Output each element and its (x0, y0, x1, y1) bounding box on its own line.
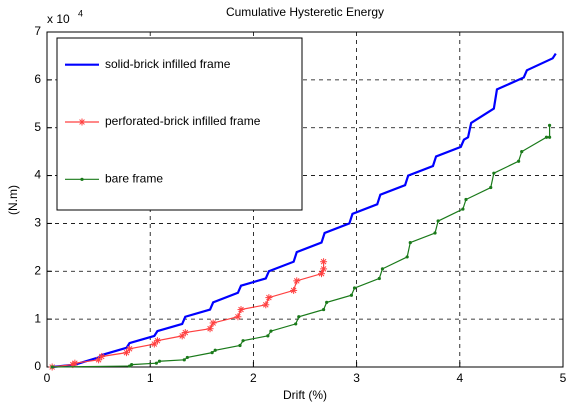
marker (153, 337, 161, 345)
x-tick-label: 1 (147, 371, 154, 385)
marker-stroke (154, 337, 161, 344)
marker (489, 185, 493, 190)
marker-stroke (293, 278, 300, 284)
marker (209, 319, 217, 327)
x-tick-label: 3 (353, 371, 360, 385)
marker (78, 118, 86, 126)
marker-stroke (182, 329, 189, 336)
marker (182, 358, 186, 362)
y-axis-label: (N.m) (6, 185, 20, 215)
data-line (52, 52, 557, 369)
y-tick-label: 4 (34, 168, 41, 182)
marker-stroke (238, 306, 244, 313)
x-axis-label: Drift (%) (283, 388, 327, 402)
marker-stroke (262, 301, 269, 308)
x-tick-label: 4 (456, 371, 463, 385)
marker-stroke (79, 119, 85, 125)
marker-stroke (72, 360, 78, 366)
marker (352, 286, 357, 290)
legend-label: perforated-brick infilled frame (105, 114, 261, 128)
marker (50, 365, 54, 369)
legend-box (56, 37, 303, 211)
marker (262, 301, 270, 309)
marker (185, 355, 189, 360)
marker (265, 294, 273, 302)
marker (547, 135, 552, 139)
marker-stroke (123, 349, 130, 356)
x-tick-label: 5 (560, 371, 567, 385)
marker-stroke (98, 353, 105, 360)
y-multiplier-exponent: 4 (78, 8, 83, 18)
marker (290, 286, 298, 294)
marker-stroke (266, 294, 272, 301)
marker (213, 348, 217, 352)
marker (157, 359, 162, 363)
y-tick-label: 1 (34, 311, 41, 325)
marker (320, 258, 328, 266)
marker (241, 339, 245, 343)
y-tick-label: 3 (34, 216, 41, 230)
marker (269, 329, 273, 333)
y-multiplier: x 10 (47, 12, 70, 26)
legend-label: solid-brick infilled frame (105, 57, 231, 71)
y-tick-label: 0 (34, 359, 41, 373)
marker (377, 276, 381, 281)
marker (408, 240, 412, 245)
marker (238, 343, 242, 348)
marker (380, 267, 384, 271)
x-tick-label: 2 (250, 371, 257, 385)
marker (122, 349, 130, 357)
marker (321, 307, 326, 312)
marker (98, 352, 106, 360)
y-tick-label: 6 (34, 72, 41, 86)
marker (325, 300, 329, 304)
marker (520, 150, 524, 154)
plot-frame (46, 31, 564, 368)
marker (266, 334, 270, 338)
y-tick-label: 2 (34, 263, 41, 277)
marker (349, 293, 354, 297)
marker (433, 231, 437, 235)
chart-title: Cumulative Hysteretic Energy (226, 5, 384, 19)
marker-stroke (235, 313, 241, 320)
marker (294, 322, 298, 326)
data-line (52, 125, 551, 368)
marker (210, 351, 214, 355)
marker-stroke (126, 346, 133, 352)
marker (461, 207, 465, 211)
marker-stroke (207, 325, 213, 332)
marker (154, 361, 158, 365)
y-tick-label: 5 (34, 120, 41, 134)
marker (464, 197, 468, 202)
marker (181, 329, 189, 337)
marker (297, 315, 301, 319)
marker-stroke (210, 320, 216, 326)
marker (130, 363, 134, 367)
marker (71, 359, 79, 367)
marker (405, 255, 409, 259)
marker (237, 306, 245, 314)
y-tick-label: 7 (34, 24, 41, 38)
x-tick-label: 0 (44, 371, 51, 385)
marker-stroke (320, 266, 327, 272)
marker (206, 325, 214, 333)
marker-stroke (320, 258, 327, 265)
marker-stroke (290, 287, 297, 294)
marker (126, 345, 134, 353)
marker (234, 313, 242, 321)
marker (436, 219, 440, 223)
marker (80, 177, 84, 181)
marker (517, 159, 521, 163)
marker (544, 135, 549, 139)
marker (320, 265, 328, 273)
legend-label: bare frame (105, 172, 163, 186)
marker (547, 123, 552, 127)
marker (293, 277, 301, 285)
marker (492, 171, 496, 175)
